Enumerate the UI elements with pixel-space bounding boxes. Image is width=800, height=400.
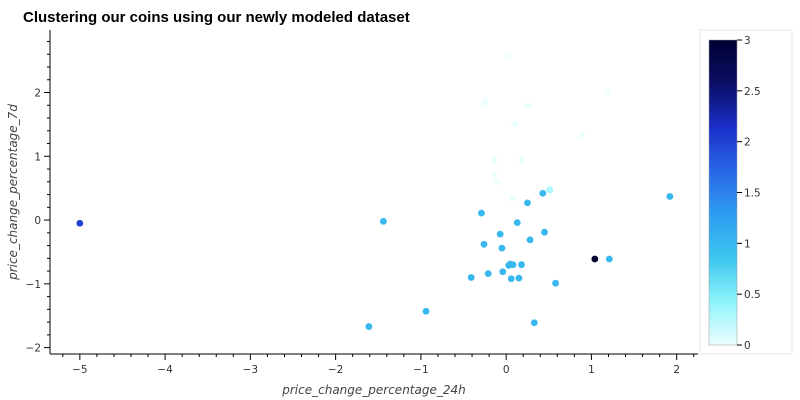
x-tick-label: 1 <box>588 364 595 376</box>
x-tick-label: −4 <box>157 364 173 376</box>
scatter-point[interactable] <box>365 323 373 330</box>
colorbar-ticks: 0 0.5 1 1.5 2 2.5 3 <box>737 35 761 352</box>
data-points <box>76 52 674 330</box>
scatter-point[interactable] <box>499 268 507 276</box>
x-tick-label: −3 <box>243 364 258 376</box>
colorbar-tick-label: 0.5 <box>744 289 761 301</box>
scatter-point[interactable] <box>552 279 560 287</box>
plot-area[interactable] <box>49 30 698 355</box>
x-tick-label: −2 <box>328 364 343 376</box>
scatter-point[interactable] <box>493 178 501 186</box>
scatter-point[interactable] <box>484 270 492 278</box>
scatter-point[interactable] <box>518 156 525 164</box>
scatter-point[interactable] <box>496 230 504 238</box>
colorbar-tick-label: 1 <box>744 238 751 250</box>
y-axis-ticks: −2 −1 0 1 2 <box>26 40 50 355</box>
scatter-point[interactable] <box>76 219 84 227</box>
scatter-point[interactable] <box>605 255 613 263</box>
scatter-point[interactable] <box>513 219 521 227</box>
y-tick-label: 2 <box>34 88 41 100</box>
scatter-point[interactable] <box>478 209 485 217</box>
scatter-point[interactable] <box>467 274 475 281</box>
scatter-point[interactable] <box>379 217 387 225</box>
colorbar: 0 0.5 1 1.5 2 2.5 3 <box>699 29 793 355</box>
scatter-point[interactable] <box>515 274 523 282</box>
colorbar-tick-label: 0 <box>744 340 751 352</box>
scatter-point[interactable] <box>498 244 506 252</box>
colorbar-tick-label: 1.5 <box>744 188 761 200</box>
scatter-point[interactable] <box>524 101 532 109</box>
x-tick-label: −5 <box>72 364 87 376</box>
scatter-point[interactable] <box>541 228 548 236</box>
scatter-point[interactable] <box>481 99 489 107</box>
x-axis-ticks: −5 −4 −3 −2 −1 0 1 2 <box>62 354 695 376</box>
scatter-point[interactable] <box>666 193 674 200</box>
scatter-point[interactable] <box>518 261 525 269</box>
y-tick-label: 1 <box>34 151 41 163</box>
x-axis-label: price_change_percentage_24h <box>281 383 465 397</box>
x-tick-label: 2 <box>673 364 680 376</box>
scatter-point[interactable] <box>604 88 612 96</box>
scatter-point[interactable] <box>511 120 519 128</box>
scatter-point[interactable] <box>530 319 538 327</box>
chart-title: Clustering our coins using our newly mod… <box>23 9 410 26</box>
scatter-point[interactable] <box>507 275 515 283</box>
plot-background <box>50 30 698 354</box>
scatter-point[interactable] <box>422 307 430 315</box>
x-tick-label: −1 <box>413 364 428 376</box>
scatter-point[interactable] <box>539 189 547 197</box>
scatter-point[interactable] <box>509 194 517 202</box>
colorbar-gradient <box>708 39 738 346</box>
scatter-point[interactable] <box>491 156 499 164</box>
y-axis-label: price_change_percentage_7d <box>6 104 20 281</box>
colorbar-tick-label: 2.5 <box>744 86 761 98</box>
x-tick-label: 0 <box>503 364 510 376</box>
y-tick-label: −1 <box>26 279 41 291</box>
y-tick-label: 0 <box>34 215 41 227</box>
scatter-point[interactable] <box>591 255 599 263</box>
colorbar-tick-label: 2 <box>744 137 751 149</box>
y-tick-label: −2 <box>26 343 41 355</box>
scatter-point[interactable] <box>503 52 511 60</box>
scatter-point[interactable] <box>578 131 586 138</box>
colorbar-tick-label: 3 <box>744 35 751 47</box>
scatter-point[interactable] <box>490 171 498 179</box>
scatter-point[interactable] <box>509 261 517 269</box>
scatter-point[interactable] <box>546 186 554 194</box>
scatter-point[interactable] <box>524 199 531 207</box>
scatter-point[interactable] <box>480 240 488 248</box>
scatter-point[interactable] <box>526 236 534 244</box>
